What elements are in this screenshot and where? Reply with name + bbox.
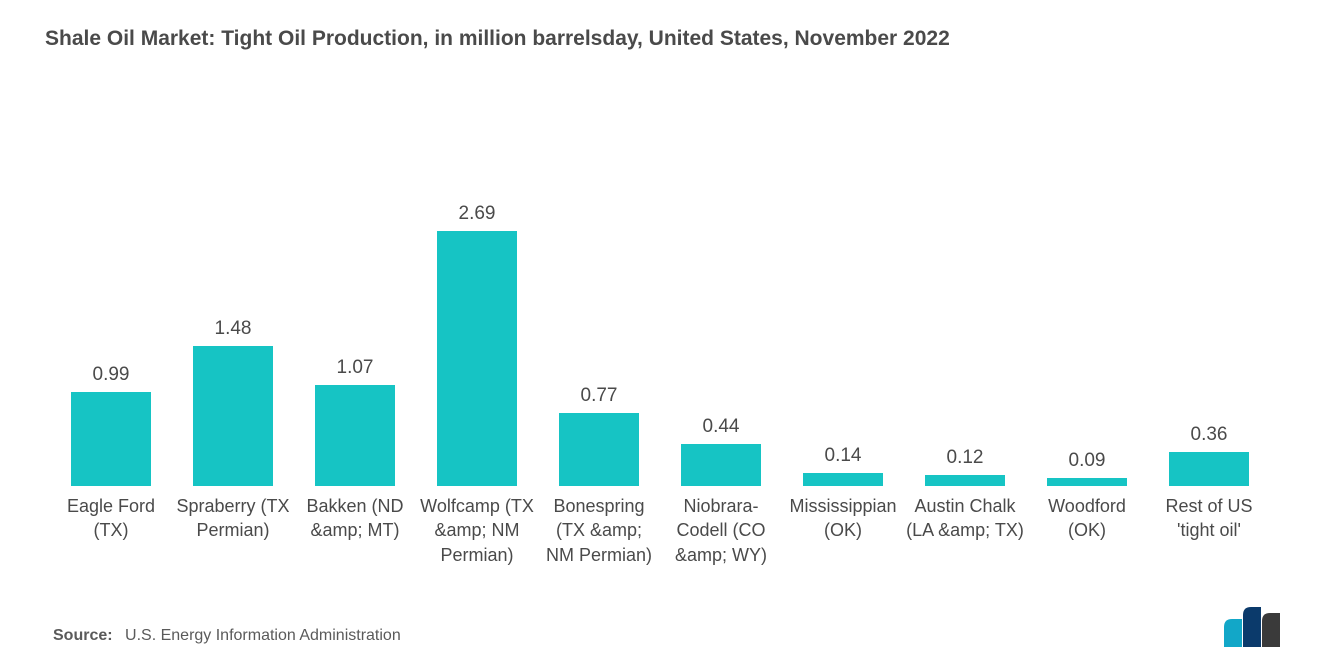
source-text: U.S. Energy Information Administration <box>125 627 401 644</box>
bar-group: 0.36 <box>1148 112 1270 486</box>
bar-value-label: 1.07 <box>337 357 374 379</box>
bar-value-label: 0.09 <box>1069 450 1106 472</box>
bar-group: 1.07 <box>294 112 416 486</box>
chart-container: Shale Oil Market: Tight Oil Production, … <box>0 0 1320 665</box>
category-label: Bonespring (TX &amp; NM Permian) <box>538 494 660 567</box>
bar <box>315 385 395 486</box>
bar <box>1169 452 1249 486</box>
bar <box>71 392 151 486</box>
bar-value-label: 0.12 <box>947 447 984 469</box>
category-label: Niobrara-Codell (CO &amp; WY) <box>660 494 782 567</box>
bar-group: 1.48 <box>172 112 294 486</box>
chart-plot-area: 0.99 1.48 1.07 2.69 0.77 0.44 0.14 0.12 0.09 0.36 <box>45 112 1275 486</box>
category-label: Austin Chalk (LA &amp; TX) <box>904 494 1026 567</box>
source-row: Source: U.S. Energy Information Administ… <box>45 627 1275 645</box>
bar-group: 0.99 <box>50 112 172 486</box>
bar <box>925 475 1005 486</box>
bar <box>193 346 273 486</box>
bar-group: 2.69 <box>416 112 538 486</box>
bar <box>1047 478 1127 487</box>
category-labels-row: Eagle Ford (TX)Spraberry (TX Permian)Bak… <box>45 486 1275 567</box>
bar-value-label: 0.77 <box>581 385 618 407</box>
bar-value-label: 0.36 <box>1191 424 1228 446</box>
bar <box>803 473 883 486</box>
category-label: Mississippian (OK) <box>782 494 904 567</box>
bar-value-label: 0.99 <box>93 364 130 386</box>
bar-value-label: 2.69 <box>459 203 496 225</box>
bar-group: 0.12 <box>904 112 1026 486</box>
category-label: Spraberry (TX Permian) <box>172 494 294 567</box>
category-label: Eagle Ford (TX) <box>50 494 172 567</box>
source-label: Source: <box>53 627 113 644</box>
chart-title: Shale Oil Market: Tight Oil Production, … <box>45 25 1275 52</box>
category-label: Rest of US 'tight oil' <box>1148 494 1270 567</box>
bar-group: 0.14 <box>782 112 904 486</box>
bar <box>437 231 517 486</box>
category-label: Bakken (ND &amp; MT) <box>294 494 416 567</box>
bar <box>681 444 761 486</box>
bar-value-label: 0.14 <box>825 445 862 467</box>
bar-group: 0.44 <box>660 112 782 486</box>
category-label: Woodford (OK) <box>1026 494 1148 567</box>
brand-logo-icon <box>1224 607 1280 647</box>
bar-group: 0.77 <box>538 112 660 486</box>
bar-group: 0.09 <box>1026 112 1148 486</box>
bar-value-label: 1.48 <box>215 318 252 340</box>
bar-value-label: 0.44 <box>703 416 740 438</box>
bar <box>559 413 639 486</box>
category-label: Wolfcamp (TX &amp; NM Permian) <box>416 494 538 567</box>
